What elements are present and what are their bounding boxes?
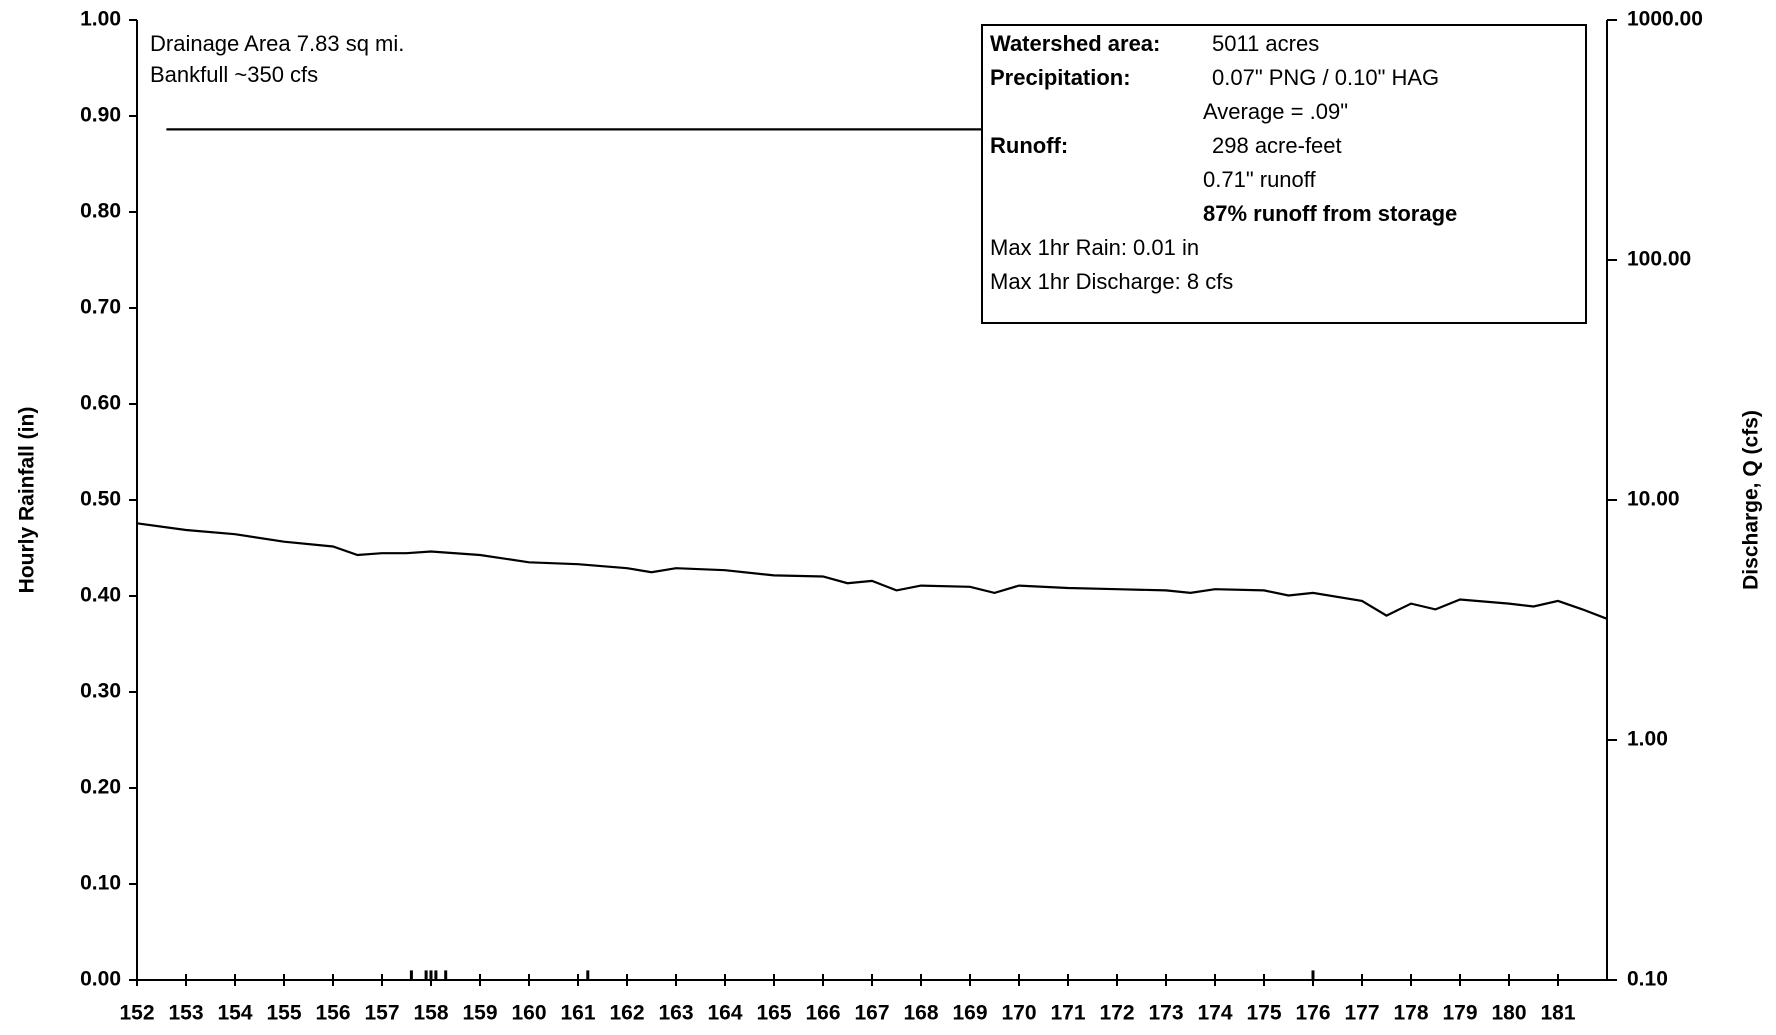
x-tick-label: 162 <box>609 1002 644 1025</box>
x-tick-label: 156 <box>315 1002 350 1025</box>
x-tick-label: 158 <box>413 1002 448 1025</box>
y-tick-label: 1.00 <box>80 8 121 31</box>
info-label: Watershed area: <box>990 31 1160 56</box>
x-tick-label: 161 <box>560 1002 595 1025</box>
x-tick-label: 176 <box>1295 1002 1330 1025</box>
x-tick-label: 165 <box>756 1002 791 1025</box>
annotation: Bankfull ~350 cfs <box>150 62 318 87</box>
y-tick-label: 0.60 <box>80 392 121 415</box>
y-tick-label: 0.90 <box>80 104 121 127</box>
x-tick-label: 164 <box>707 1002 742 1025</box>
x-tick-label: 170 <box>1001 1002 1036 1025</box>
info-value: 5011 acres <box>1212 31 1319 56</box>
y2-axis-label: Discharge, Q (cfs) <box>1740 410 1763 590</box>
y-tick-label: 0.30 <box>80 680 121 703</box>
x-tick-label: 163 <box>658 1002 693 1025</box>
x-tick-label: 178 <box>1393 1002 1428 1025</box>
x-tick-label: 155 <box>266 1002 301 1025</box>
x-tick-label: 180 <box>1491 1002 1526 1025</box>
rain-bar <box>429 970 433 980</box>
x-tick-label: 173 <box>1148 1002 1183 1025</box>
x-tick-label: 172 <box>1099 1002 1134 1025</box>
x-tick-label: 168 <box>903 1002 938 1025</box>
x-tick-label: 153 <box>168 1002 203 1025</box>
discharge-line <box>136 522 1608 620</box>
y-axis-label: Hourly Rainfall (in) <box>16 407 39 594</box>
x-tick-label: 181 <box>1540 1002 1575 1025</box>
x-tick-label: 177 <box>1344 1002 1379 1025</box>
y-tick-label: 0.10 <box>80 872 121 895</box>
info-value: 0.07" PNG / 0.10" HAG <box>1212 65 1439 90</box>
info-value: 87% runoff from storage <box>1203 201 1457 226</box>
x-tick-label: 166 <box>805 1002 840 1025</box>
rain-bar <box>424 970 428 980</box>
y-tick-label: 0.70 <box>80 296 121 319</box>
x-tick-label: 174 <box>1197 1002 1232 1025</box>
x-tick-label: 160 <box>511 1002 546 1025</box>
x-tick-label: 175 <box>1246 1002 1281 1025</box>
rain-bar <box>444 970 448 980</box>
x-tick-label: 159 <box>462 1002 497 1025</box>
y2-tick-label: 0.10 <box>1627 968 1668 991</box>
info-value: 0.71" runoff <box>1203 167 1316 192</box>
rain-bar <box>434 970 438 980</box>
info-label: Precipitation: <box>990 65 1131 90</box>
x-tick-label: 179 <box>1442 1002 1477 1025</box>
info-value: Max 1hr Rain: 0.01 in <box>990 235 1199 260</box>
x-tick-label: 169 <box>952 1002 987 1025</box>
y-tick-label: 0.50 <box>80 488 121 511</box>
x-tick-label: 152 <box>119 1002 154 1025</box>
rain-bar <box>409 970 413 980</box>
x-tick-label: 154 <box>217 1002 252 1025</box>
y2-tick-label: 100.00 <box>1627 248 1691 271</box>
info-value: 298 acre-feet <box>1212 133 1342 158</box>
x-tick-label: 171 <box>1050 1002 1085 1025</box>
y-tick-label: 0.20 <box>80 776 121 799</box>
y2-tick-label: 1.00 <box>1627 728 1668 751</box>
annotation: Drainage Area 7.83 sq mi. <box>150 31 404 56</box>
y-tick-label: 0.00 <box>80 968 121 991</box>
y-tick-label: 0.80 <box>80 200 121 223</box>
x-tick-label: 157 <box>364 1002 399 1025</box>
y-tick-label: 0.40 <box>80 584 121 607</box>
x-tick-label: 167 <box>854 1002 889 1025</box>
info-label: Runoff: <box>990 133 1068 158</box>
info-value: Max 1hr Discharge: 8 cfs <box>990 269 1233 294</box>
y2-tick-label: 1000.00 <box>1627 8 1703 31</box>
info-value: Average = .09" <box>1203 99 1348 124</box>
rain-bar <box>586 970 590 980</box>
rain-bar <box>1311 970 1315 980</box>
y2-tick-label: 10.00 <box>1627 488 1680 511</box>
info-box <box>981 24 1587 324</box>
